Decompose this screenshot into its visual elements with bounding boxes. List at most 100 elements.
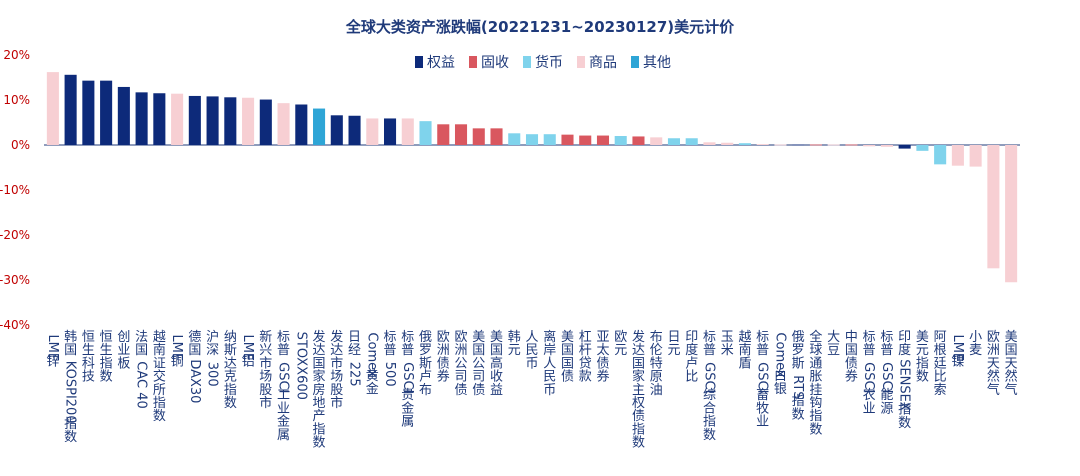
- bar: [135, 92, 148, 145]
- bar: [863, 145, 876, 147]
- bar: [508, 133, 521, 145]
- x-tick-label: 俄罗斯卢布: [419, 330, 432, 398]
- x-tick-label-part: KOSPI200: [63, 361, 78, 424]
- bar: [117, 86, 130, 145]
- x-tick-label-part: 225: [347, 362, 362, 387]
- y-tick-label: 10%: [3, 93, 30, 107]
- bar: [774, 144, 787, 146]
- x-tick-label: 欧洲天然气: [987, 330, 1000, 398]
- x-tick-label: 发达国家主权债指数: [632, 329, 645, 451]
- bar: [330, 115, 343, 145]
- x-tick-label: 日经: [348, 330, 361, 358]
- legend-swatch: [577, 56, 585, 68]
- y-tick-label: 20%: [3, 48, 30, 62]
- bar: [206, 96, 219, 145]
- bar: [46, 72, 59, 145]
- bar: [685, 138, 698, 145]
- x-tick-label: 沪深: [206, 329, 219, 358]
- legend: 权益 固收 货币 商品 其他: [415, 54, 671, 71]
- legend-label: 货币: [535, 54, 563, 71]
- x-tick-label-part: 300: [205, 362, 220, 387]
- bar: [366, 118, 379, 145]
- bar: [295, 104, 308, 145]
- bar: [224, 97, 237, 145]
- x-tick-label-part: LME: [240, 334, 255, 361]
- x-tick-label-part: STOXX600: [293, 332, 308, 400]
- x-tick-label-part: 500: [382, 362, 397, 387]
- bar: [454, 124, 468, 145]
- bar: [756, 144, 769, 145]
- x-tick-label: 标普: [384, 330, 397, 358]
- bar: [188, 95, 201, 145]
- x-tick-label: 亚太债券: [596, 330, 609, 385]
- x-tick-label-part: LME: [169, 334, 184, 361]
- y-tick-label: -40%: [0, 318, 30, 332]
- x-tick-label: 发达市场股市: [330, 329, 343, 411]
- legend-swatch: [631, 56, 639, 68]
- bar: [845, 144, 858, 146]
- bar: [543, 134, 556, 145]
- x-tick-label-part: DAX30: [187, 359, 202, 403]
- x-tick-label: 欧洲公司债: [455, 330, 468, 398]
- bar: [650, 137, 663, 145]
- legend-label: 其他: [643, 55, 671, 71]
- x-tick-label: 法国: [135, 330, 148, 358]
- bar: [561, 134, 574, 145]
- x-tick-label-part: Comex: [364, 332, 379, 377]
- y-tick-label: 0%: [11, 138, 30, 152]
- x-tick-label: 印度指数: [898, 330, 911, 431]
- x-tick-label-part: GSCI: [755, 362, 770, 393]
- x-tick-label: 恒生指数: [100, 330, 113, 385]
- x-tick-label-part: GSCI: [701, 362, 716, 393]
- y-tick-label: -30%: [0, 273, 30, 287]
- x-tick-label: 白银: [774, 368, 787, 397]
- bar: [721, 142, 734, 145]
- y-tick-label: -20%: [0, 228, 30, 242]
- x-tick-label: 布伦特原油: [650, 330, 663, 398]
- x-tick-label: 锌: [46, 355, 59, 370]
- bar: [827, 144, 840, 146]
- bar: [703, 142, 716, 145]
- x-tick-label: 杠杆贷款: [579, 329, 592, 385]
- x-tick-label: 玉米: [721, 330, 734, 358]
- bar: [384, 118, 397, 145]
- x-tick-label: 中国债券: [845, 330, 858, 385]
- bar: [242, 97, 255, 145]
- bar: [1005, 145, 1018, 283]
- bar: [632, 136, 645, 145]
- legend-label: 固收: [481, 55, 509, 71]
- x-tick-label: 标普工业金属: [277, 330, 290, 443]
- bar: [614, 136, 627, 145]
- bar: [987, 145, 1000, 269]
- bar: [934, 145, 947, 165]
- x-tick-label-part: LME: [45, 334, 60, 361]
- bar: [809, 144, 822, 146]
- x-tick-label: 越南证交所指数: [153, 330, 166, 424]
- x-axis-labels: 锌韩国指数恒生科技恒生指数创业板法国越南证交所指数铜德国沪深纳斯达克指数铝新兴市…: [45, 329, 1018, 451]
- legend-swatch: [523, 56, 531, 68]
- x-tick-label: 大豆: [827, 330, 840, 358]
- bar: [437, 124, 450, 145]
- bar: [667, 138, 680, 145]
- x-tick-label-part: SENSEX: [897, 359, 912, 411]
- x-tick-label-part: GSCI: [879, 362, 894, 393]
- bar: [490, 128, 503, 145]
- bar: [880, 145, 893, 147]
- legend-swatch: [469, 56, 477, 68]
- x-tick-label: 小麦: [969, 330, 982, 358]
- bar: [969, 145, 982, 167]
- bars: [46, 72, 1018, 283]
- x-tick-label-part: GSCI: [861, 362, 876, 393]
- x-tick-label: 标普能源: [880, 330, 893, 416]
- bar: [171, 93, 184, 145]
- x-tick-label-part: RTS: [790, 375, 805, 399]
- x-tick-label-part: GSCI: [276, 362, 291, 393]
- y-axis: 20% 10% 0% -10% -20% -30% -40%: [0, 48, 1020, 332]
- x-tick-label: 日元: [667, 330, 680, 358]
- x-tick-label: 标普综合指数: [703, 330, 716, 443]
- x-tick-label: 美国公司债: [472, 330, 485, 398]
- x-tick-label: 印度卢比: [685, 330, 698, 385]
- x-tick-label-part: LME: [950, 334, 965, 361]
- bar: [951, 145, 964, 166]
- bar: [64, 74, 77, 145]
